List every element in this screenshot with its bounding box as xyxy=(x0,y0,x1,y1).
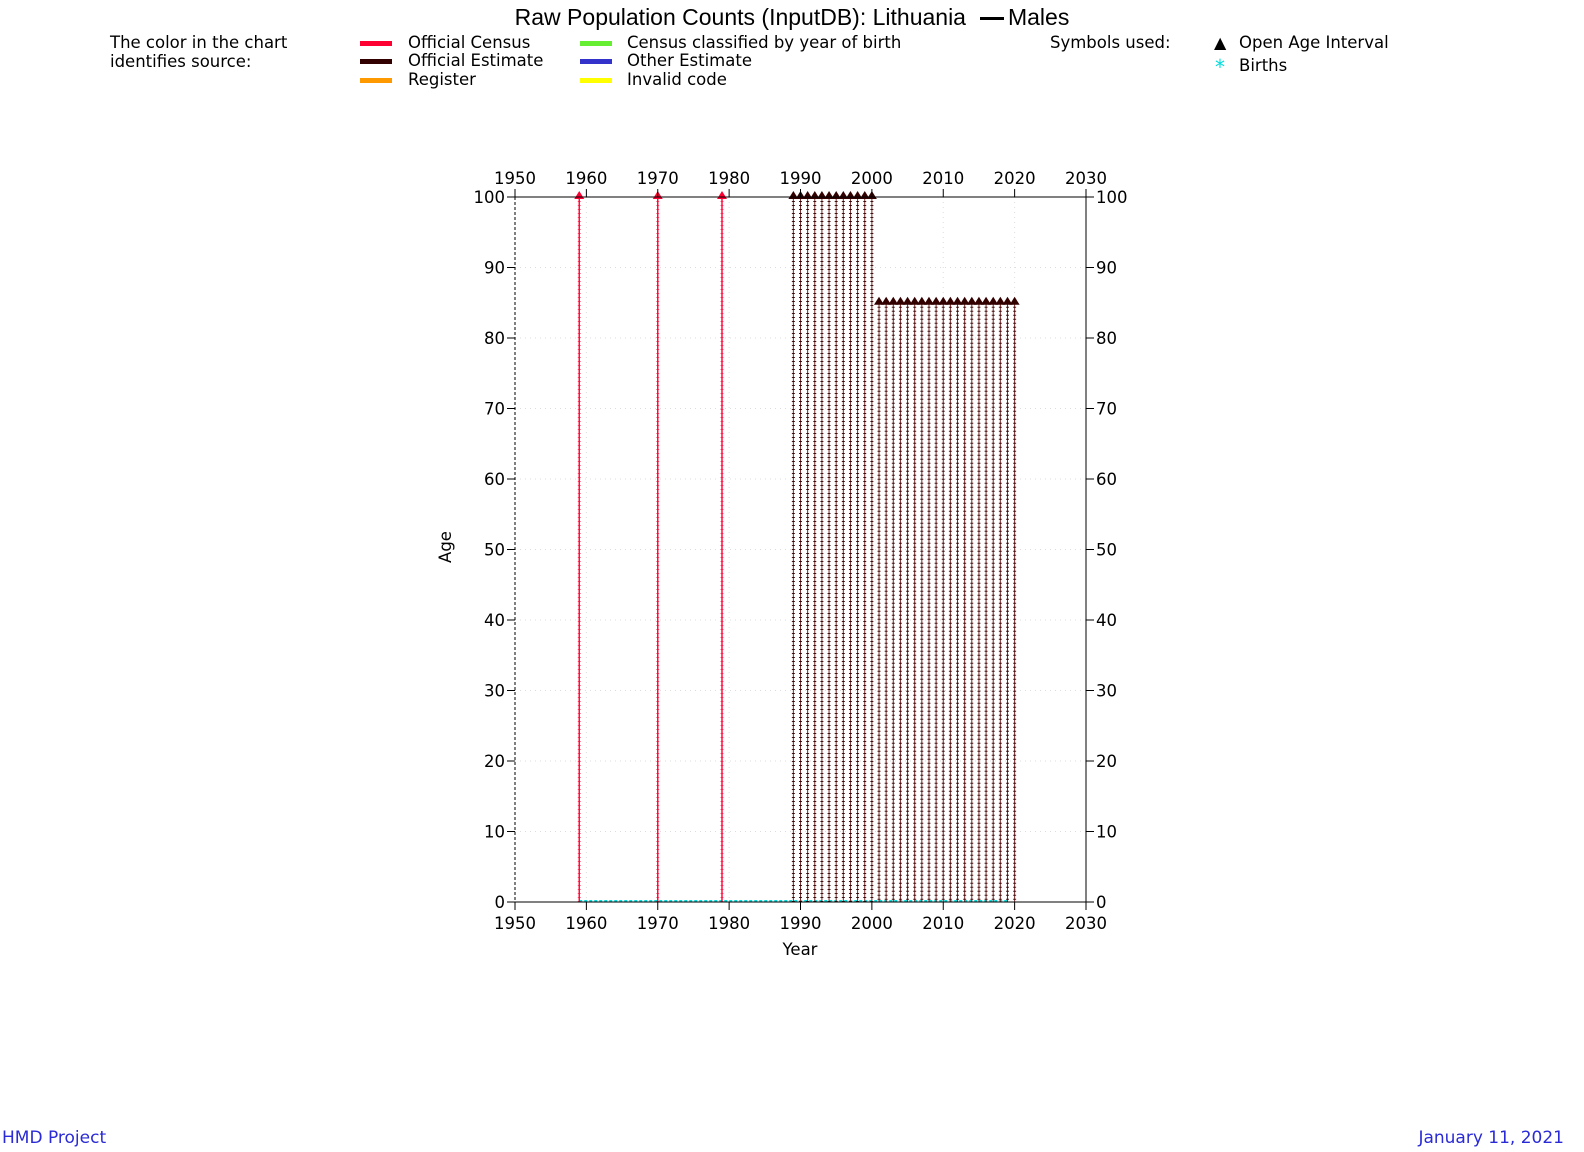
open-age-triangle xyxy=(574,191,585,199)
open-age-triangle xyxy=(995,296,1006,305)
open-age-triangle xyxy=(945,296,956,305)
open-age-triangle xyxy=(1002,296,1013,305)
open-age-triangle xyxy=(959,296,970,305)
legend-label-census-by-birth: Census classified by year of birth xyxy=(627,33,902,52)
x-tick-label-top: 1950 xyxy=(494,169,536,188)
x-tick-label-top: 1960 xyxy=(565,169,607,188)
series-line-icon xyxy=(979,17,1004,21)
open-age-triangle xyxy=(909,296,920,305)
open-age-triangle xyxy=(973,296,984,305)
y-tick-label-right: 40 xyxy=(1096,611,1117,630)
open-age-triangle xyxy=(923,296,934,305)
triangle-icon: ▲ xyxy=(1214,33,1227,52)
x-tick-label-bottom: 2030 xyxy=(1065,914,1107,933)
legend-label-official-estimate: Official Estimate xyxy=(408,51,544,70)
open-age-triangle xyxy=(895,296,906,305)
x-tick-label-top: 1970 xyxy=(637,169,679,188)
y-tick-label-right: 100 xyxy=(1096,188,1128,207)
x-tick-label-top: 2020 xyxy=(994,169,1036,188)
y-tick-label-right: 20 xyxy=(1096,752,1117,771)
symbols-title: Symbols used: xyxy=(1050,33,1171,52)
legend-label-official-census: Official Census xyxy=(408,33,531,52)
symbol-label-open-age: Open Age Interval xyxy=(1239,33,1389,52)
footer-date: January 11, 2021 xyxy=(1418,1128,1564,1148)
x-tick-label-bottom: 1960 xyxy=(565,914,607,933)
legend-label-invalid-code: Invalid code xyxy=(627,70,727,89)
open-age-triangle xyxy=(981,296,992,305)
chart-title: Raw Population Counts (InputDB): Lithuan… xyxy=(0,4,1584,31)
y-tick-label-left: 50 xyxy=(484,541,505,560)
legend-label-other-estimate: Other Estimate xyxy=(627,51,752,70)
x-tick-label-top: 2000 xyxy=(851,169,893,188)
y-tick-label-left: 10 xyxy=(484,823,505,842)
swatch-other-estimate xyxy=(580,59,612,64)
open-age-triangle xyxy=(881,296,892,305)
legend-label-register: Register xyxy=(408,70,476,89)
y-tick-label-right: 90 xyxy=(1096,259,1117,278)
x-tick-label-bottom: 2010 xyxy=(922,914,964,933)
x-tick-label-bottom: 1970 xyxy=(637,914,679,933)
open-age-triangle xyxy=(716,191,727,199)
open-age-triangle xyxy=(931,296,942,305)
y-tick-label-left: 20 xyxy=(484,752,505,771)
legend-intro-line1: The color in the chart xyxy=(110,33,288,52)
y-tick-label-right: 10 xyxy=(1096,823,1117,842)
x-tick-label-bottom: 1950 xyxy=(494,914,536,933)
x-axis-label: Year xyxy=(782,940,818,959)
open-age-triangle xyxy=(874,296,885,305)
y-tick-label-left: 30 xyxy=(484,682,505,701)
chart-title-text: Raw Population Counts (InputDB): Lithuan… xyxy=(514,4,966,30)
y-tick-label-left: 70 xyxy=(484,400,505,419)
y-tick-label-left: 80 xyxy=(484,329,505,348)
x-tick-label-top: 1990 xyxy=(780,169,822,188)
y-axis-label: Age xyxy=(436,531,455,563)
open-age-triangle xyxy=(902,296,913,305)
legend-intro-line2: identifies source: xyxy=(110,52,252,71)
y-tick-label-left: 90 xyxy=(484,259,505,278)
open-age-triangle xyxy=(988,296,999,305)
y-tick-label-right: 70 xyxy=(1096,400,1117,419)
open-age-triangle xyxy=(952,296,963,305)
open-age-triangle xyxy=(888,296,899,305)
x-tick-label-bottom: 2020 xyxy=(994,914,1036,933)
open-age-triangle xyxy=(1009,296,1020,305)
chart-title-series: Males xyxy=(1007,4,1070,30)
swatch-census-by-birth xyxy=(580,41,612,46)
y-tick-label-right: 50 xyxy=(1096,541,1117,560)
symbol-label-births: Births xyxy=(1239,56,1288,75)
open-age-triangle xyxy=(916,296,927,305)
y-tick-label-left: 60 xyxy=(484,470,505,489)
x-tick-label-bottom: 2000 xyxy=(851,914,893,933)
swatch-official-estimate xyxy=(360,59,392,64)
swatch-official-census xyxy=(360,41,392,46)
y-tick-label-right: 80 xyxy=(1096,329,1117,348)
x-tick-label-top: 2030 xyxy=(1065,169,1107,188)
footer-project: HMD Project xyxy=(2,1128,107,1148)
x-tick-label-top: 2010 xyxy=(922,169,964,188)
y-tick-label-left: 40 xyxy=(484,611,505,630)
y-tick-label-right: 30 xyxy=(1096,682,1117,701)
open-age-triangle xyxy=(966,296,977,305)
y-tick-label-left: 0 xyxy=(495,893,506,912)
y-tick-label-right: 60 xyxy=(1096,470,1117,489)
y-tick-label-right: 0 xyxy=(1096,893,1107,912)
x-tick-label-bottom: 1980 xyxy=(708,914,750,933)
swatch-invalid-code xyxy=(580,78,612,83)
x-tick-label-top: 1980 xyxy=(708,169,750,188)
data-series xyxy=(574,191,1020,902)
open-age-triangle xyxy=(938,296,949,305)
swatch-register xyxy=(360,78,392,83)
y-tick-label-left: 100 xyxy=(474,188,506,207)
x-tick-label-bottom: 1990 xyxy=(780,914,822,933)
asterisk-icon: * xyxy=(1215,55,1225,79)
